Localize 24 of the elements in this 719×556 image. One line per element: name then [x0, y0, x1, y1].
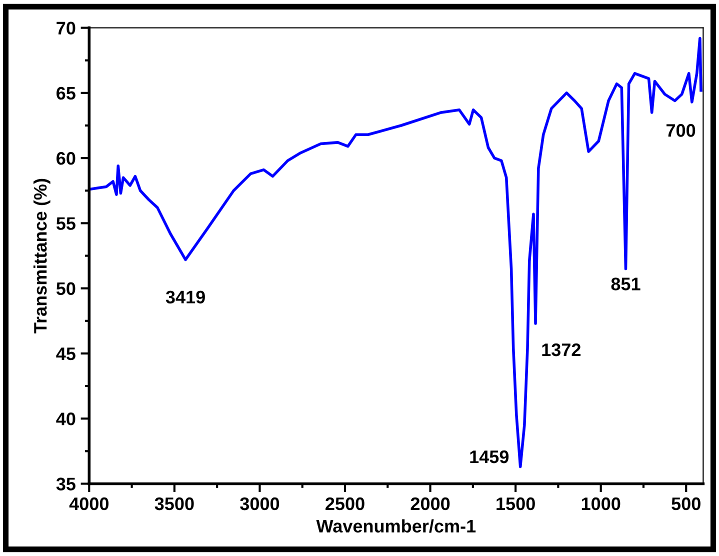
x-axis-title: Wavenumber/cm-1	[316, 519, 476, 533]
y-tick-label: 65	[56, 86, 76, 100]
x-tick-label: 2000	[410, 497, 450, 510]
y-tick-label: 40	[56, 412, 76, 426]
annotation: 1459	[470, 450, 509, 464]
x-tick-label: 3000	[240, 497, 280, 510]
y-tick-label: 45	[56, 348, 76, 360]
y-tick-label: 60	[56, 152, 76, 165]
y-tick-label: 55	[56, 217, 76, 230]
y-tick-label: 50	[56, 282, 76, 296]
x-tick-label: 1500	[496, 497, 535, 510]
annotation: 851	[611, 278, 640, 290]
annotation: 700	[666, 124, 696, 137]
line-series	[89, 36, 702, 468]
y-axis-title: Transmittance (%)	[33, 178, 50, 334]
x-tick-label: 4000	[69, 497, 108, 510]
annotation: 1372	[542, 343, 581, 356]
x-tick-label: 1000	[582, 497, 620, 510]
y-tick-label: 35	[56, 478, 76, 490]
x-tick-label: 3500	[154, 497, 194, 510]
y-tick-label: 70	[56, 22, 76, 35]
x-tick-label: 500	[672, 497, 700, 510]
annotation: 3419	[166, 290, 205, 304]
x-tick-label: 2500	[326, 497, 364, 510]
